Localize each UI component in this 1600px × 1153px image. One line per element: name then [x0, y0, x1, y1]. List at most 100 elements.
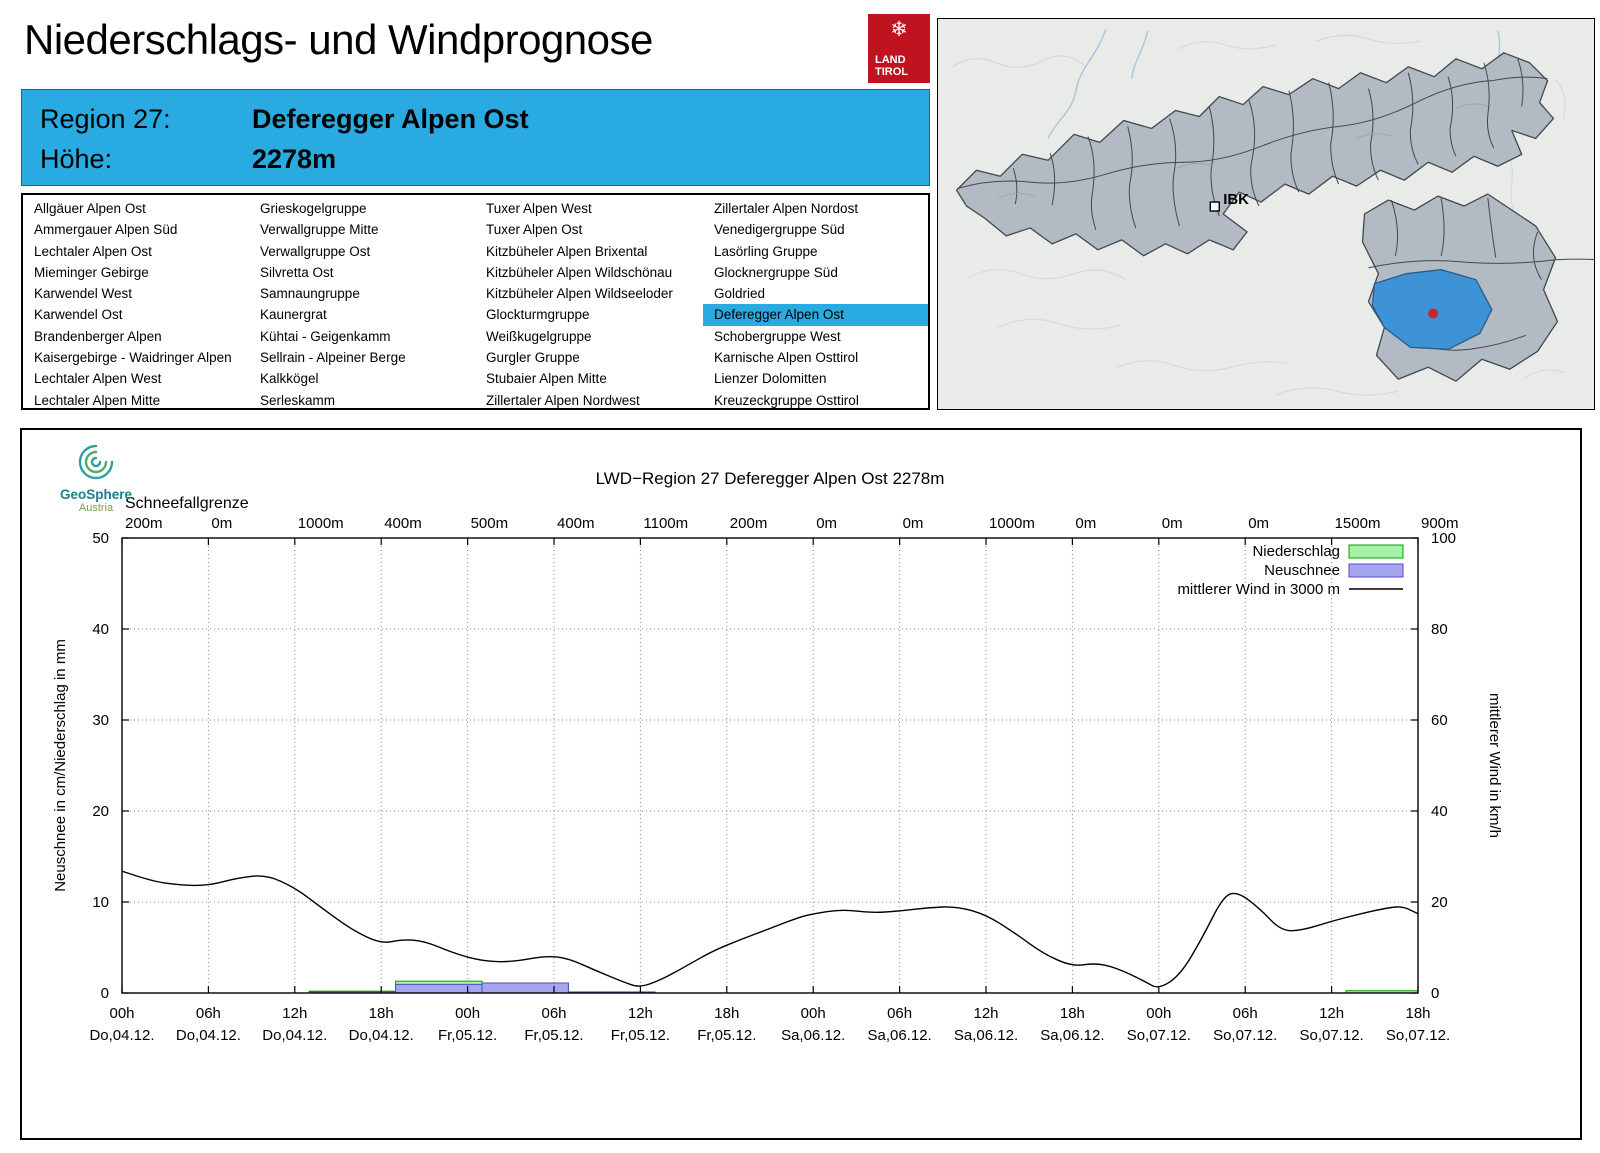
region-list-item[interactable]: Lechtaler Alpen Mitte	[34, 392, 161, 408]
tirol-map[interactable]: IBK	[937, 18, 1595, 410]
north-tirol-district-borders	[958, 58, 1548, 231]
geosphere-logo: GeoSphere Austria	[48, 442, 144, 515]
chart-labels: LWD−Region 27 Deferegger Alpen Ost 2278m…	[52, 469, 1503, 1044]
region-list-item[interactable]: Gurgler Gruppe	[486, 350, 580, 366]
snowline-value: 1100m	[643, 515, 688, 532]
region-list-item[interactable]: Lasörling Gruppe	[714, 243, 818, 259]
region-list-item[interactable]: Kaisergebirge - Waidringer Alpen	[34, 350, 232, 366]
x-tick-hour: 18h	[1405, 1005, 1430, 1022]
y-tick-right: 60	[1431, 712, 1448, 729]
region-list-item[interactable]: Zillertaler Alpen Nordwest	[486, 392, 640, 408]
region-list-item[interactable]: Goldried	[714, 286, 766, 302]
x-tick-day: Sa,06.12.	[1040, 1027, 1104, 1044]
region-list-item[interactable]: Karwendel Ost	[34, 307, 123, 323]
snow-bar	[395, 983, 483, 994]
region-list-item[interactable]: Allgäuer Alpen Ost	[34, 201, 146, 216]
x-tick-day: So,07.12.	[1127, 1027, 1191, 1044]
region-list-item[interactable]: Schobergruppe West	[714, 328, 841, 344]
region-list-item[interactable]: Deferegger Alpen Ost	[703, 304, 928, 326]
wind-line	[121, 870, 1419, 988]
y-tick-left: 10	[92, 894, 109, 911]
region-list-item[interactable]: Sellrain - Alpeiner Berge	[260, 350, 406, 366]
x-tick-hour: 12h	[973, 1005, 998, 1022]
plot-border	[121, 537, 1419, 994]
region-list-item[interactable]: Samnaungruppe	[260, 286, 360, 302]
x-tick-hour: 18h	[369, 1005, 394, 1022]
region-list-item[interactable]: Kitzbüheler Alpen Wildschönau	[486, 264, 673, 280]
x-tick-hour: 00h	[1146, 1005, 1171, 1022]
snowline-value: 1000m	[989, 515, 1035, 532]
region-list-item[interactable]: Kitzbüheler Alpen Brixental	[486, 243, 648, 259]
snowline-value: 0m	[1248, 515, 1269, 532]
region-list-item[interactable]: Grieskogelgruppe	[260, 201, 367, 216]
y-tick-right: 20	[1431, 894, 1448, 911]
ridge-texture	[998, 103, 1489, 199]
region-list-item[interactable]: Brandenberger Alpen	[34, 328, 162, 344]
geosphere-swirl-icon	[78, 444, 114, 480]
snowline-value: 200m	[730, 515, 768, 532]
region-list-item[interactable]: Verwallgruppe Ost	[260, 243, 371, 259]
x-tick-day: Fr,05.12.	[524, 1027, 583, 1044]
y-axis-title-right: mittlerer Wind in km/h	[1486, 693, 1503, 838]
precip-and-snow-bars	[308, 980, 1419, 994]
region-list-item[interactable]: Silvretta Ost	[260, 264, 334, 280]
region-list-item[interactable]: Glocknergruppe Süd	[714, 264, 838, 280]
x-tick-day: So,07.12.	[1386, 1027, 1450, 1044]
snowline-value: 900m	[1421, 515, 1459, 532]
logo-line-land: LAND	[875, 54, 906, 66]
region-list-item[interactable]: Kühtai - Geigenkamm	[260, 328, 391, 344]
region-list-item[interactable]: Kitzbüheler Alpen Wildseeloder	[486, 286, 673, 302]
snowline-value: 0m	[816, 515, 837, 532]
region-list-item[interactable]: Kaunergrat	[260, 307, 327, 323]
forecast-chart-panel: GeoSphere Austria LWD−Region 27 Deferegg…	[20, 428, 1582, 1140]
snowline-value: 1500m	[1335, 515, 1381, 532]
y-tick-left: 20	[92, 803, 109, 820]
x-tick-day: Fr,05.12.	[438, 1027, 497, 1044]
x-tick-day: Sa,06.12.	[867, 1027, 931, 1044]
region-list-item[interactable]: Mieminger Gebirge	[34, 264, 149, 280]
chart-grid	[122, 538, 1418, 993]
snowline-value: 0m	[903, 515, 924, 532]
region-list-item[interactable]: Ammergauer Alpen Süd	[34, 222, 178, 238]
x-tick-hour: 00h	[455, 1005, 480, 1022]
snowline-value: 0m	[1075, 515, 1096, 532]
region-list-item[interactable]: Zillertaler Alpen Nordost	[714, 201, 859, 216]
north-tirol-region[interactable]	[955, 52, 1555, 257]
region-list-item[interactable]: Glockturmgruppe	[486, 307, 590, 323]
region-list-item[interactable]: Lechtaler Alpen Ost	[34, 243, 152, 259]
legend-precip-swatch	[1348, 544, 1404, 559]
region-list-item[interactable]: Tuxer Alpen Ost	[486, 222, 583, 238]
legend-wind-label: mittlerer Wind in 3000 m	[1177, 581, 1340, 598]
region-list-item[interactable]: Lienzer Dolomitten	[714, 371, 827, 387]
y-tick-left: 50	[92, 530, 109, 547]
x-tick-hour: 06h	[541, 1005, 566, 1022]
region-list-item[interactable]: Serleskamm	[260, 392, 336, 408]
legend-snow-swatch	[1348, 563, 1404, 578]
region-list-item[interactable]: Lechtaler Alpen West	[34, 371, 162, 387]
x-tick-day: Do,04.12.	[176, 1027, 241, 1044]
region-list-item[interactable]: Karnische Alpen Osttirol	[714, 350, 859, 366]
y-tick-left: 30	[92, 712, 109, 729]
region-list-item[interactable]: Tuxer Alpen West	[486, 201, 592, 216]
snowflake-icon: ❄	[890, 18, 908, 41]
y-tick-left: 40	[92, 621, 109, 638]
y-tick-right: 100	[1431, 530, 1456, 547]
land-tirol-logo: ❄ LAND TIROL	[868, 14, 930, 83]
tirol-map-svg: IBK	[952, 28, 1594, 396]
forecast-chart: LWD−Region 27 Deferegger Alpen Ost 2278m…	[52, 469, 1503, 1044]
x-tick-day: Sa,06.12.	[781, 1027, 845, 1044]
y-tick-left: 0	[101, 985, 109, 1002]
region-list-item[interactable]: Venedigergruppe Süd	[714, 222, 845, 238]
snowline-value: 500m	[471, 515, 509, 532]
x-tick-hour: 18h	[1060, 1005, 1085, 1022]
region-list-item[interactable]: Weißkugelgruppe	[486, 328, 592, 344]
wind-line-group	[121, 870, 1419, 988]
region-list-item[interactable]: Karwendel West	[34, 286, 133, 302]
ibk-marker	[1209, 201, 1220, 212]
region-list-item[interactable]: Verwallgruppe Mitte	[260, 222, 379, 238]
logo-line-tirol: TIROL	[875, 66, 908, 78]
region-list-item[interactable]: Kreuzeckgruppe Osttirol	[714, 392, 859, 408]
region-list-item[interactable]: Stubaier Alpen Mitte	[486, 371, 607, 387]
region-list-item[interactable]: Kalkkögel	[260, 371, 319, 387]
map-location-dot	[1428, 308, 1439, 319]
